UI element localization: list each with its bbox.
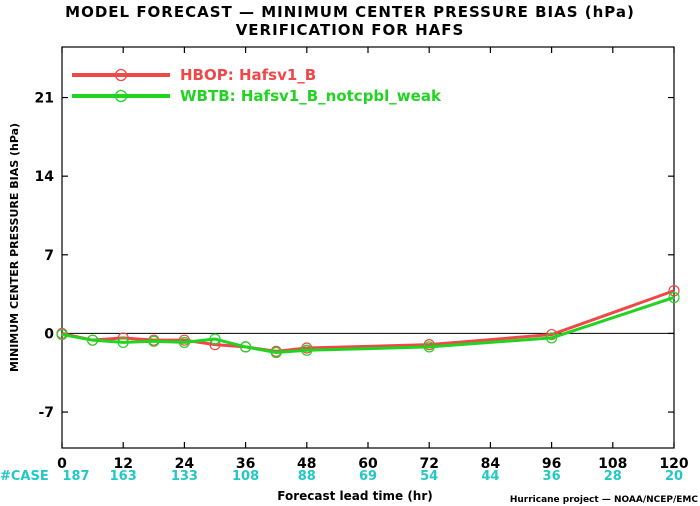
case-count: 69 (359, 469, 377, 484)
case-count: 88 (298, 469, 316, 484)
chart-title: MODEL FORECAST — MINIMUM CENTER PRESSURE… (65, 3, 635, 21)
x-tick-label: 48 (297, 456, 316, 472)
x-tick-label: 120 (659, 456, 688, 472)
plot-area: -7 0 7 14 21 0 12 24 36 48 60 72 84 96 108 120 (35, 46, 689, 472)
case-count: 133 (171, 469, 198, 484)
y-tick-label: 14 (35, 169, 55, 185)
data-point (545, 332, 558, 344)
x-tick-label: 36 (236, 456, 255, 472)
data-point (240, 341, 252, 353)
x-tick-label: 60 (358, 456, 378, 472)
data-point (301, 344, 313, 356)
legend: HBOP: Hafsv1_B WBTB: Hafsv1_B_notcpbl_wea… (72, 66, 442, 105)
y-tick-label: -7 (38, 405, 54, 421)
data-point (117, 336, 129, 349)
x-tick-label: 84 (481, 456, 501, 472)
legend-label: HBOP: Hafsv1_B (180, 66, 316, 84)
series-layer (56, 285, 680, 359)
x-tick-label: 12 (113, 456, 132, 472)
credit-text: Hurricane project — NOAA/NCEP/EMC (510, 495, 699, 505)
data-point (56, 328, 68, 341)
case-count: 36 (543, 469, 561, 484)
data-point (668, 285, 680, 297)
chart-subtitle: VERIFICATION FOR HAFS (236, 21, 465, 39)
x-tick-label: 72 (419, 456, 438, 472)
legend-label: WBTB: Hafsv1_B_notcpbl_weak (180, 87, 442, 105)
case-label: #CASE (0, 469, 49, 484)
x-axis: 0 12 24 36 48 60 72 84 96 108 120 (57, 47, 689, 472)
x-tick-label: 24 (175, 456, 195, 472)
plot-frame (61, 46, 675, 449)
case-count: 44 (481, 469, 499, 484)
y-tick-label: 7 (44, 248, 54, 264)
data-point (148, 335, 160, 347)
case-count: 187 (62, 469, 89, 484)
data-point (178, 336, 190, 349)
data-point (545, 328, 558, 341)
data-point (270, 346, 282, 359)
case-count-row: #CASE 187 163 133 108 88 69 54 44 36 28 20 (0, 469, 683, 484)
y-axis: -7 0 7 14 21 (35, 91, 674, 421)
legend-marker (114, 89, 128, 103)
x-tick-label: 0 (57, 456, 67, 472)
y-axis-label: MINIMUM CENTER PRESSURE BIAS (hPa) (8, 123, 21, 372)
case-count: 108 (232, 469, 259, 484)
case-count: 20 (665, 469, 683, 484)
data-point (668, 291, 680, 304)
case-count: 54 (420, 469, 438, 484)
legend-marker (114, 68, 128, 82)
x-axis-label: Forecast lead time (hr) (277, 489, 433, 503)
data-point (209, 333, 221, 345)
x-tick-label: 96 (542, 456, 561, 472)
y-tick-label: 0 (44, 326, 54, 342)
x-tick-label: 108 (598, 456, 627, 472)
data-point (86, 334, 99, 346)
case-count: 28 (604, 469, 622, 484)
case-count: 163 (110, 469, 137, 484)
data-point (423, 341, 435, 353)
y-tick-label: 21 (35, 91, 54, 107)
